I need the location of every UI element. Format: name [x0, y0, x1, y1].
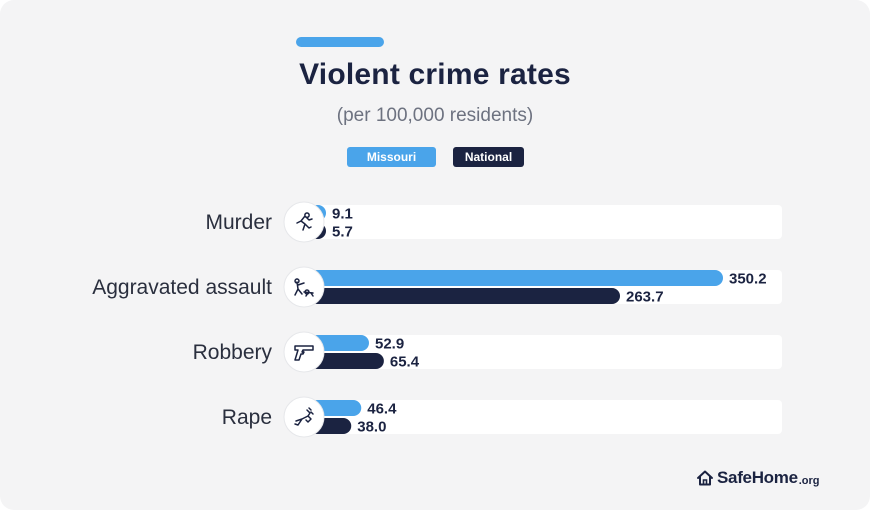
fleeing-figure-icon — [296, 212, 313, 231]
logo-tld: .org — [798, 474, 820, 487]
accent-bar — [296, 37, 384, 47]
icon-badge — [283, 201, 325, 243]
bar-track — [304, 400, 782, 434]
logo-brand: SafeHome — [717, 468, 798, 487]
legend-missouri: Missouri — [347, 147, 436, 167]
house-icon — [697, 470, 713, 486]
category-label: Murder — [205, 211, 272, 234]
icon-badge — [283, 266, 325, 308]
safehome-logo: SafeHome .org — [696, 468, 820, 488]
legend-national: National — [453, 147, 524, 167]
chart-row: 52.965.4 Robbery — [193, 331, 782, 373]
category-label: Robbery — [193, 341, 273, 364]
chart-subtitle: (per 100,000 residents) — [336, 105, 534, 126]
category-label: Aggravated assault — [92, 276, 272, 299]
handgun-icon — [294, 345, 314, 361]
value-label-missouri: 52.9 — [375, 336, 404, 353]
value-label-national: 38.0 — [357, 419, 386, 436]
chart-row: 46.438.0 Rape — [222, 396, 782, 438]
value-label-missouri: 9.1 — [332, 206, 353, 223]
icon-badge — [283, 396, 325, 438]
bar-missouri — [306, 270, 723, 286]
bar-national — [306, 288, 621, 304]
category-label: Rape — [222, 406, 272, 429]
chart-row: 9.15.7 Murder — [205, 201, 782, 243]
value-label-national: 263.7 — [626, 289, 664, 306]
chart-title: Violent crime rates — [299, 58, 571, 91]
value-label-national: 65.4 — [390, 354, 420, 371]
bar-national — [306, 353, 384, 369]
assault-icon — [294, 278, 314, 297]
value-label-missouri: 46.4 — [367, 401, 397, 418]
bar-track — [304, 335, 782, 369]
value-label-missouri: 350.2 — [729, 271, 767, 288]
assault-hand-icon — [294, 407, 314, 426]
chart-row: 350.2 263.7 Aggravated assault — [92, 266, 782, 308]
value-label-national: 5.7 — [332, 224, 353, 241]
bar-track — [304, 205, 782, 239]
